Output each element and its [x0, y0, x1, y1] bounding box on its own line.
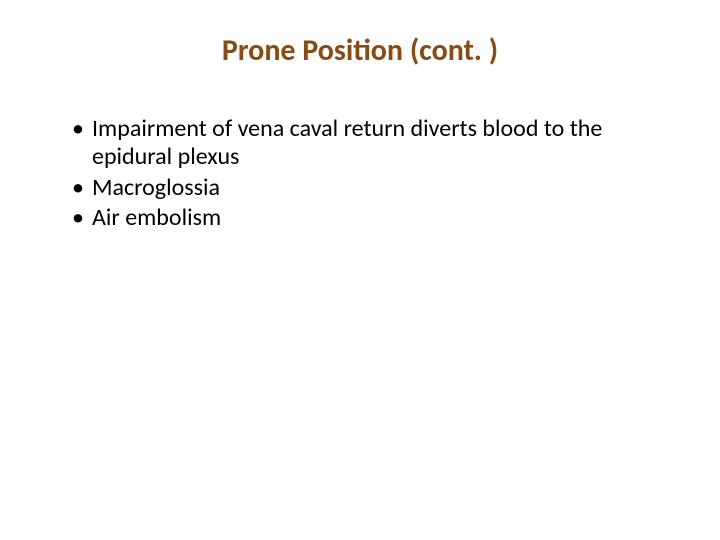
list-item: Macroglossia	[72, 174, 670, 202]
list-item: Impairment of vena caval return diverts …	[72, 115, 670, 172]
bullet-text: Impairment of vena caval return diverts …	[92, 114, 602, 171]
slide: Prone Position (cont. ) Impairment of ve…	[0, 0, 720, 540]
slide-title: Prone Position (cont. )	[50, 32, 670, 69]
bullet-text: Macroglossia	[92, 173, 220, 202]
slide-title-text: Prone Position (cont. )	[222, 32, 498, 69]
list-item: Air embolism	[72, 204, 670, 232]
bullet-text: Air embolism	[92, 203, 221, 232]
bullet-list: Impairment of vena caval return diverts …	[50, 115, 670, 232]
